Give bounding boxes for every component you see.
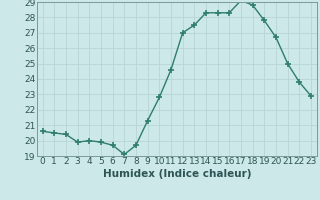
X-axis label: Humidex (Indice chaleur): Humidex (Indice chaleur) xyxy=(102,169,251,179)
